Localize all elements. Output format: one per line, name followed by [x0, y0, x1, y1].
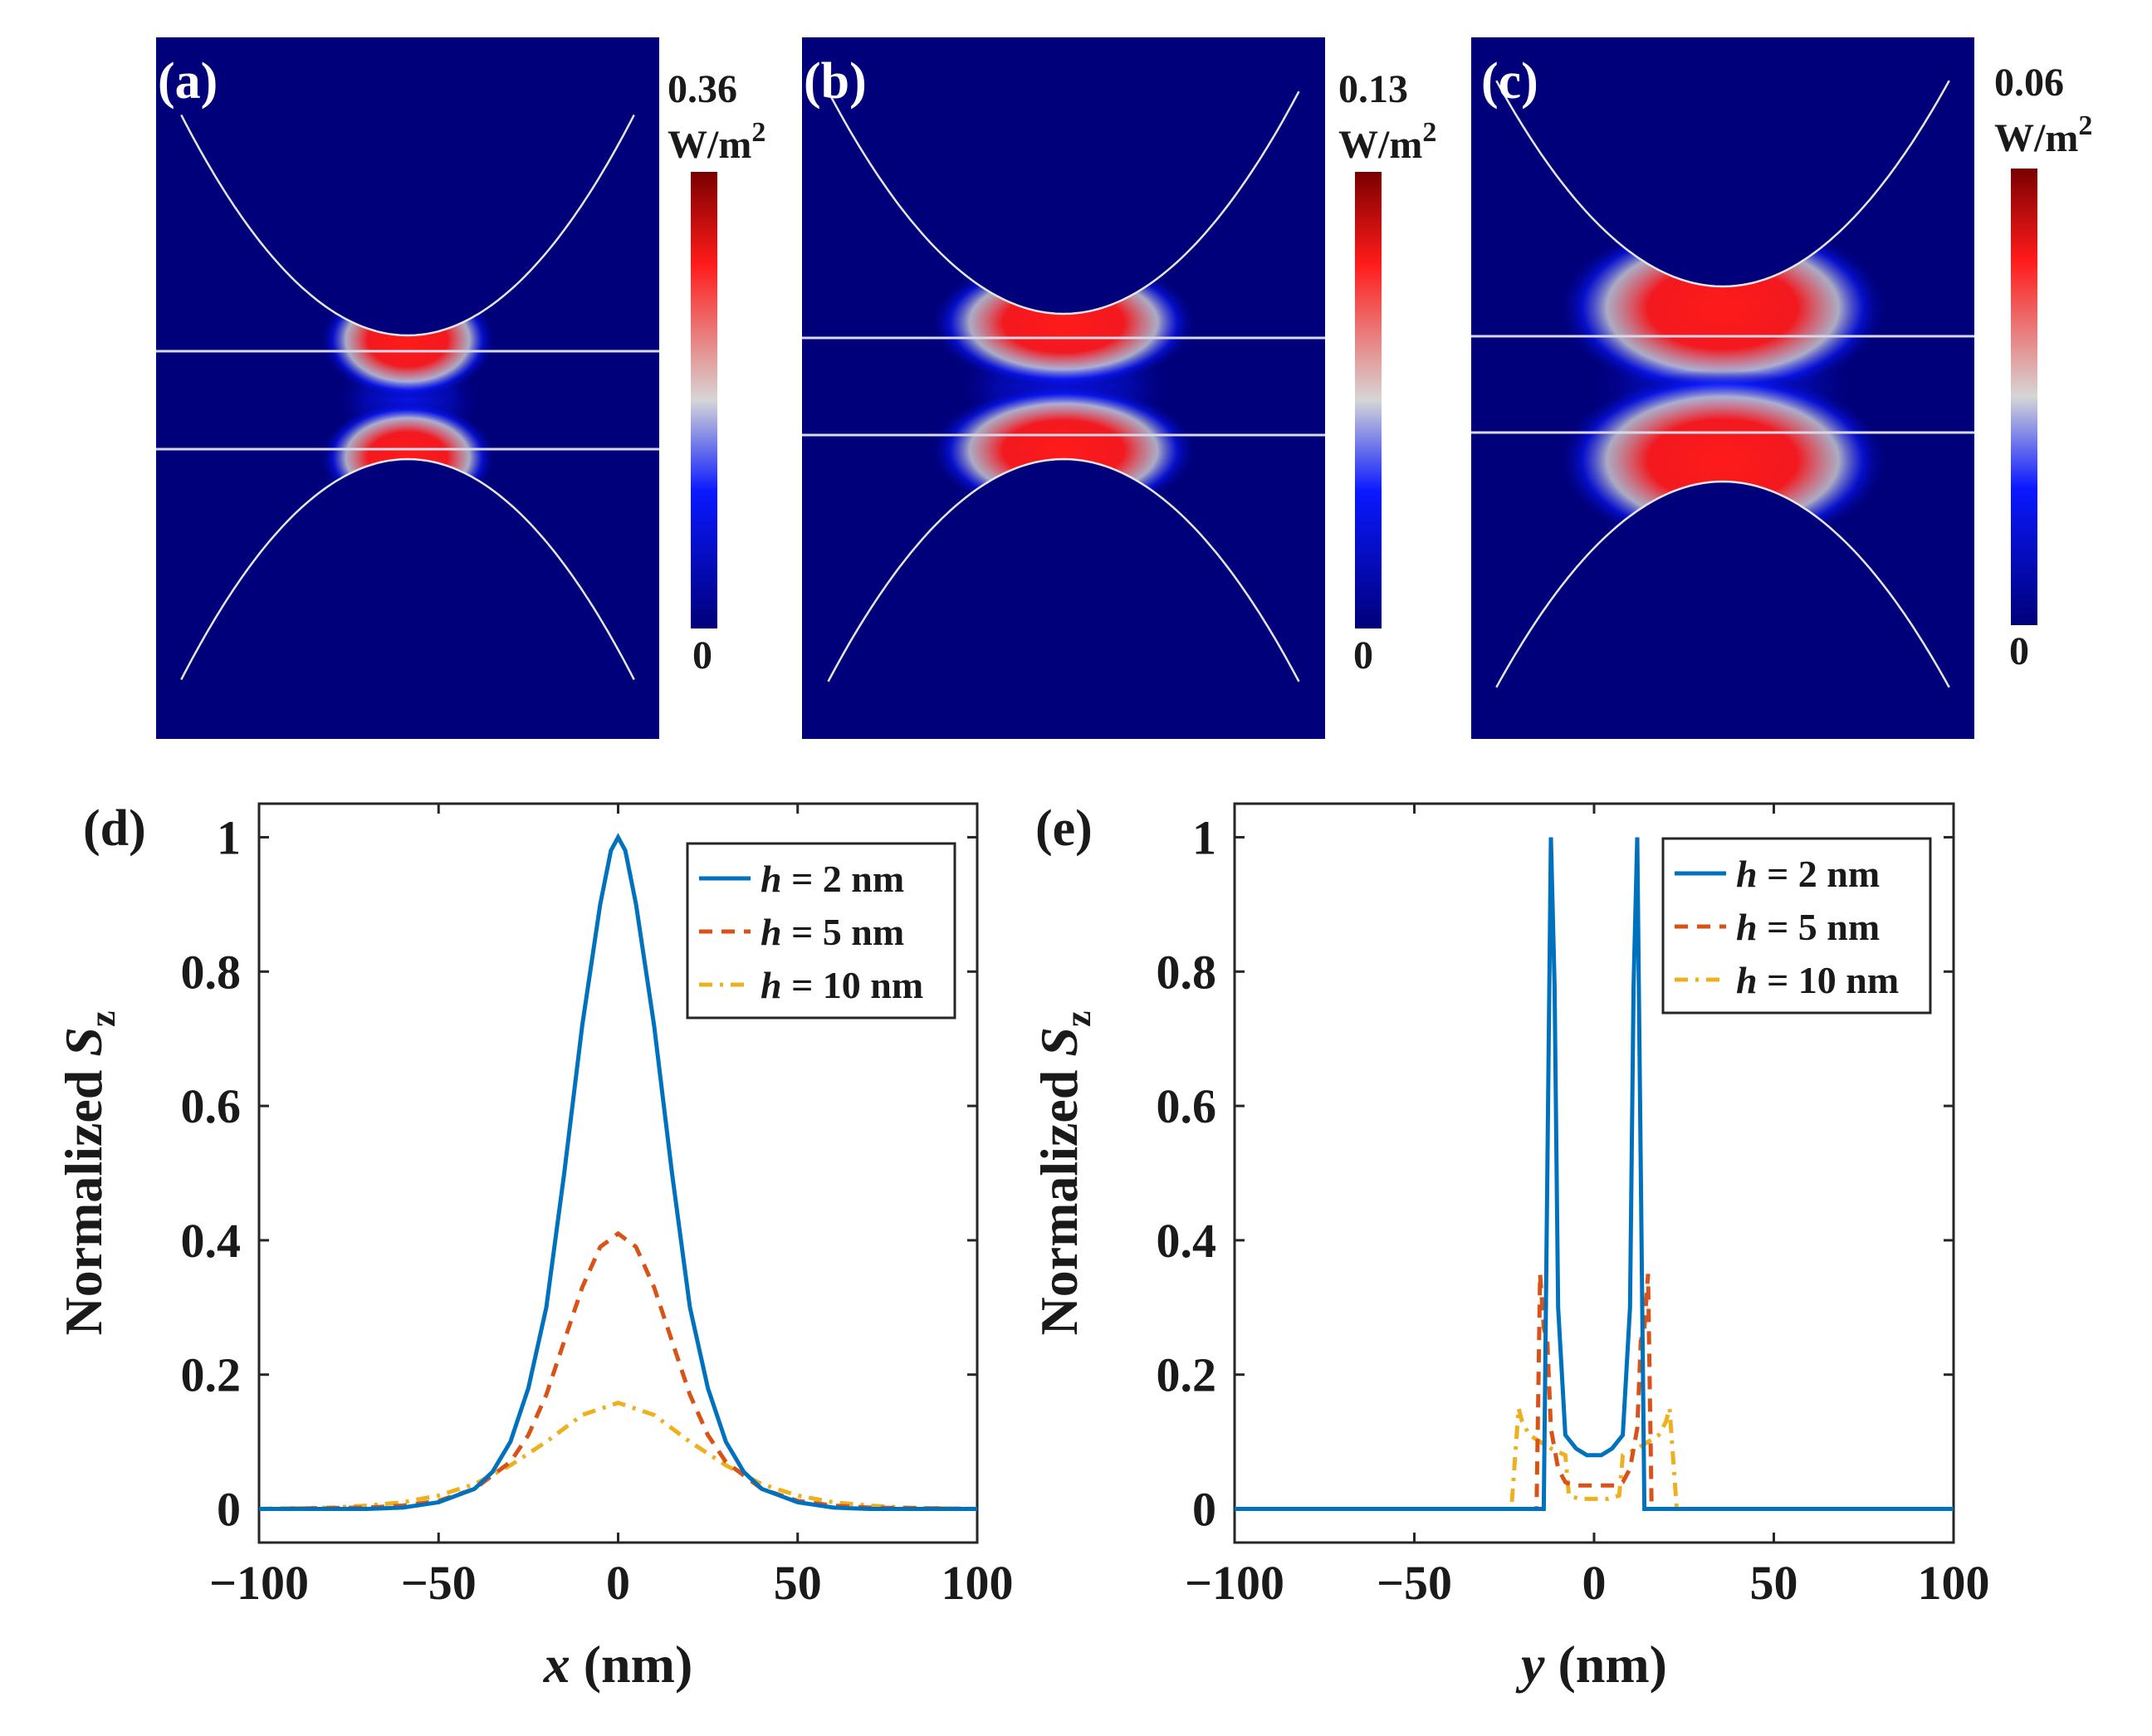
map-label-c: (c): [1481, 53, 1538, 110]
upper-tip-outline: [827, 90, 1300, 315]
map-label-a: (a): [158, 53, 218, 110]
x-tick-label: 50: [774, 1556, 822, 1610]
x-tick-label: 100: [942, 1556, 1014, 1610]
legend-label: h = 2 nm: [761, 858, 904, 900]
series-line-h-2nm: [259, 833, 977, 1511]
colorbar-c: 0.06 W/m2 0: [1994, 61, 2092, 673]
y-tick-label: 0.8: [1157, 945, 1217, 999]
series-line-h-5nm: [1235, 1274, 1954, 1511]
lower-tip-outline: [180, 457, 635, 681]
y-axis-label: Normalized Sz: [1030, 1010, 1098, 1335]
legend-label: h = 5 nm: [1736, 906, 1880, 948]
y-tick-label: 0.2: [181, 1348, 242, 1402]
lower-hot-spot: [1557, 369, 1889, 551]
colorbar-max-b: 0.13: [1338, 67, 1408, 111]
x-tick-label: 50: [1750, 1556, 1798, 1610]
colorbar-min-b: 0: [1353, 633, 1373, 677]
y-tick-label: 0.4: [1157, 1214, 1217, 1268]
map-panel-c: (c) 0.06 W/m2 0: [1471, 37, 2092, 739]
colorbar-a: 0.36 W/m2 0: [668, 67, 765, 677]
upper-tip: [156, 37, 659, 335]
map-panel-b: (b) 0.13 W/m2 0: [802, 37, 1436, 739]
colorbar-b: 0.13 W/m2 0: [1338, 67, 1436, 677]
field-map-c: [1471, 37, 1974, 739]
colorbar-max-a: 0.36: [668, 67, 737, 111]
y-tick-label: 0: [217, 1483, 241, 1537]
x-tick-label: 0: [1582, 1556, 1607, 1610]
y-tick-label: 0.8: [181, 945, 242, 999]
line-chart-d: −100 −50 0 50 100 0 0.2 0.4 0.6 0.8 1 h = 2 nm h = 5…: [54, 800, 1014, 1694]
series-line-h-10nm: [259, 1401, 977, 1511]
y-tick-label: 1: [217, 810, 241, 864]
lower-tip-outline: [1495, 480, 1950, 688]
colorbar-unit-a: W/m2: [668, 117, 765, 167]
y-tick-label: 0.2: [1157, 1348, 1217, 1402]
map-label-b: (b): [804, 53, 867, 110]
legend-label: h = 2 nm: [1736, 853, 1880, 895]
x-tick-label: −50: [1377, 1556, 1452, 1610]
x-axis-label: y (nm): [1515, 1635, 1667, 1694]
y-tick-label: 1: [1192, 810, 1216, 864]
x-tick-label: −50: [401, 1556, 477, 1610]
y-tick-label: 0.6: [181, 1079, 242, 1133]
colorbar-gradient-b: [1355, 172, 1382, 628]
x-tick-label: −100: [209, 1556, 309, 1610]
colorbar-max-c: 0.06: [1994, 61, 2064, 105]
series-line-h-2nm: [1235, 837, 1954, 1511]
panel-label: (e): [1035, 800, 1093, 857]
y-tick-label: 0: [1192, 1483, 1216, 1537]
x-axis-label: x (nm): [543, 1635, 693, 1694]
legend: h = 2 nm h = 5 nm h = 10 nm: [686, 842, 956, 1020]
line-chart-e: −100 −50 0 50 100 0 0.2 0.4 0.6 0.8 1 h = 2 nm h = 5…: [1030, 800, 1990, 1694]
upper-hot-spot: [1557, 217, 1889, 399]
upper-tip-outline: [1495, 80, 1950, 288]
series-line-h-5nm: [259, 1230, 977, 1511]
legend-label: h = 10 nm: [1736, 959, 1899, 1001]
upper-tip: [1471, 37, 1974, 286]
x-tick-label: 0: [606, 1556, 630, 1610]
y-tick-label: 0.4: [181, 1214, 242, 1268]
lower-tip: [156, 459, 659, 739]
colorbar-gradient-c: [2011, 169, 2037, 625]
x-tick-label: −100: [1185, 1556, 1284, 1610]
series-line-h-10nm: [1235, 1407, 1954, 1511]
legend-label: h = 5 nm: [761, 911, 904, 953]
colorbar-min-a: 0: [692, 633, 712, 677]
map-panel-a: (a) 0.36 W/m2 0: [156, 37, 765, 739]
colorbar-min-c: 0: [2009, 629, 2029, 673]
upper-tip-outline: [180, 114, 635, 337]
y-tick-label: 0.6: [1157, 1079, 1217, 1133]
lower-tip-outline: [827, 457, 1300, 682]
legend: h = 2 nm h = 5 nm h = 10 nm: [1661, 837, 1932, 1015]
field-map-a: [156, 37, 659, 739]
colorbar-unit-b: W/m2: [1338, 117, 1436, 167]
y-axis-label: Normalized Sz: [54, 1010, 123, 1335]
x-tick-label: 100: [1918, 1556, 1990, 1610]
panel-label: (d): [83, 800, 146, 857]
field-map-b: [802, 37, 1325, 739]
legend-label: h = 10 nm: [761, 964, 923, 1006]
colorbar-unit-c: W/m2: [1994, 110, 2092, 160]
colorbar-gradient-a: [691, 172, 717, 628]
